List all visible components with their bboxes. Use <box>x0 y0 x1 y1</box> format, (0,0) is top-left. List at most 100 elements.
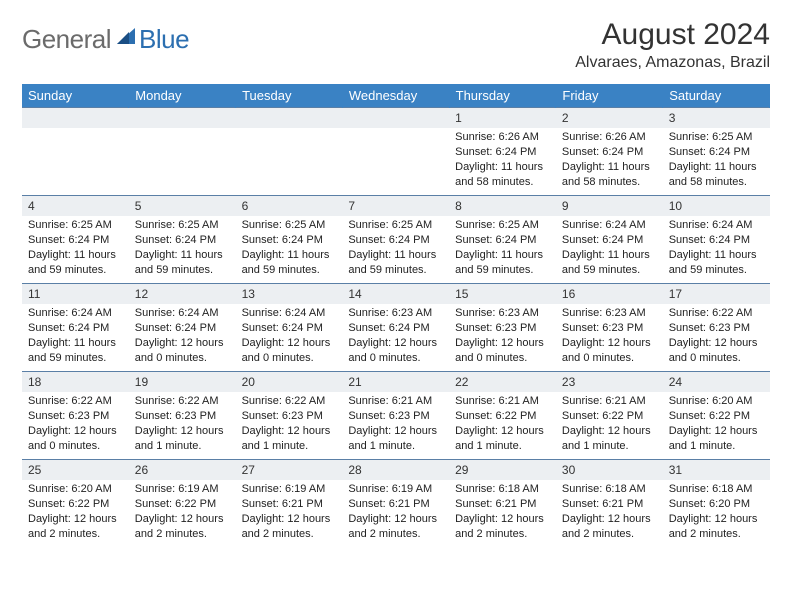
day-details: Sunrise: 6:20 AMSunset: 6:22 PMDaylight:… <box>22 480 129 545</box>
day-details: Sunrise: 6:18 AMSunset: 6:20 PMDaylight:… <box>663 480 770 545</box>
daylight-text: Daylight: 12 hours and 1 minute. <box>562 424 657 454</box>
day-cell: 20Sunrise: 6:22 AMSunset: 6:23 PMDayligh… <box>236 372 343 460</box>
logo: General Blue <box>22 18 189 55</box>
day-details: Sunrise: 6:22 AMSunset: 6:23 PMDaylight:… <box>129 392 236 457</box>
day-cell: 2Sunrise: 6:26 AMSunset: 6:24 PMDaylight… <box>556 108 663 196</box>
sunset-text: Sunset: 6:22 PM <box>455 409 550 424</box>
day-cell: 21Sunrise: 6:21 AMSunset: 6:23 PMDayligh… <box>342 372 449 460</box>
daylight-text: Daylight: 11 hours and 59 minutes. <box>348 248 443 278</box>
sunrise-text: Sunrise: 6:21 AM <box>348 394 443 409</box>
day-cell: 4Sunrise: 6:25 AMSunset: 6:24 PMDaylight… <box>22 196 129 284</box>
daylight-text: Daylight: 11 hours and 59 minutes. <box>669 248 764 278</box>
day-details: Sunrise: 6:22 AMSunset: 6:23 PMDaylight:… <box>663 304 770 369</box>
sunrise-text: Sunrise: 6:22 AM <box>28 394 123 409</box>
day-cell: 14Sunrise: 6:23 AMSunset: 6:24 PMDayligh… <box>342 284 449 372</box>
daylight-text: Daylight: 11 hours and 59 minutes. <box>28 336 123 366</box>
sunset-text: Sunset: 6:23 PM <box>135 409 230 424</box>
day-cell: 8Sunrise: 6:25 AMSunset: 6:24 PMDaylight… <box>449 196 556 284</box>
sunrise-text: Sunrise: 6:21 AM <box>455 394 550 409</box>
sunset-text: Sunset: 6:24 PM <box>669 145 764 160</box>
day-cell: 13Sunrise: 6:24 AMSunset: 6:24 PMDayligh… <box>236 284 343 372</box>
day-number: 13 <box>236 284 343 304</box>
day-number: 12 <box>129 284 236 304</box>
day-details: Sunrise: 6:25 AMSunset: 6:24 PMDaylight:… <box>129 216 236 281</box>
day-cell: 30Sunrise: 6:18 AMSunset: 6:21 PMDayligh… <box>556 460 663 548</box>
sunset-text: Sunset: 6:22 PM <box>669 409 764 424</box>
day-details: Sunrise: 6:24 AMSunset: 6:24 PMDaylight:… <box>556 216 663 281</box>
sunset-text: Sunset: 6:23 PM <box>562 321 657 336</box>
sunset-text: Sunset: 6:24 PM <box>135 233 230 248</box>
day-number: 10 <box>663 196 770 216</box>
daylight-text: Daylight: 12 hours and 1 minute. <box>348 424 443 454</box>
sunrise-text: Sunrise: 6:20 AM <box>669 394 764 409</box>
day-number: 16 <box>556 284 663 304</box>
daylight-text: Daylight: 12 hours and 0 minutes. <box>669 336 764 366</box>
daylight-text: Daylight: 12 hours and 1 minute. <box>242 424 337 454</box>
day-header: Sunday <box>22 84 129 108</box>
day-number: 19 <box>129 372 236 392</box>
day-number <box>22 108 129 128</box>
day-number: 22 <box>449 372 556 392</box>
sunrise-text: Sunrise: 6:20 AM <box>28 482 123 497</box>
daylight-text: Daylight: 12 hours and 2 minutes. <box>135 512 230 542</box>
day-cell: 18Sunrise: 6:22 AMSunset: 6:23 PMDayligh… <box>22 372 129 460</box>
daylight-text: Daylight: 11 hours and 58 minutes. <box>455 160 550 190</box>
day-number: 26 <box>129 460 236 480</box>
month-title: August 2024 <box>575 18 770 52</box>
day-header: Tuesday <box>236 84 343 108</box>
day-cell: 22Sunrise: 6:21 AMSunset: 6:22 PMDayligh… <box>449 372 556 460</box>
day-number: 1 <box>449 108 556 128</box>
day-number: 8 <box>449 196 556 216</box>
sunset-text: Sunset: 6:24 PM <box>455 145 550 160</box>
day-cell: 11Sunrise: 6:24 AMSunset: 6:24 PMDayligh… <box>22 284 129 372</box>
day-cell <box>342 108 449 196</box>
day-cell: 31Sunrise: 6:18 AMSunset: 6:20 PMDayligh… <box>663 460 770 548</box>
week-row: 1Sunrise: 6:26 AMSunset: 6:24 PMDaylight… <box>22 108 770 196</box>
sunset-text: Sunset: 6:24 PM <box>242 233 337 248</box>
day-number: 31 <box>663 460 770 480</box>
day-number: 17 <box>663 284 770 304</box>
sunrise-text: Sunrise: 6:25 AM <box>669 130 764 145</box>
sunrise-text: Sunrise: 6:19 AM <box>348 482 443 497</box>
logo-text-gray: General <box>22 24 111 55</box>
daylight-text: Daylight: 12 hours and 0 minutes. <box>348 336 443 366</box>
sunrise-text: Sunrise: 6:24 AM <box>242 306 337 321</box>
day-details: Sunrise: 6:18 AMSunset: 6:21 PMDaylight:… <box>449 480 556 545</box>
calendar-table: Sunday Monday Tuesday Wednesday Thursday… <box>22 84 770 548</box>
day-number: 23 <box>556 372 663 392</box>
day-cell: 28Sunrise: 6:19 AMSunset: 6:21 PMDayligh… <box>342 460 449 548</box>
daylight-text: Daylight: 11 hours and 59 minutes. <box>28 248 123 278</box>
day-details: Sunrise: 6:23 AMSunset: 6:24 PMDaylight:… <box>342 304 449 369</box>
daylight-text: Daylight: 12 hours and 2 minutes. <box>242 512 337 542</box>
sunset-text: Sunset: 6:24 PM <box>348 321 443 336</box>
week-row: 25Sunrise: 6:20 AMSunset: 6:22 PMDayligh… <box>22 460 770 548</box>
sunrise-text: Sunrise: 6:23 AM <box>562 306 657 321</box>
day-details: Sunrise: 6:24 AMSunset: 6:24 PMDaylight:… <box>663 216 770 281</box>
day-number: 25 <box>22 460 129 480</box>
day-details: Sunrise: 6:19 AMSunset: 6:21 PMDaylight:… <box>342 480 449 545</box>
day-cell <box>236 108 343 196</box>
day-details: Sunrise: 6:25 AMSunset: 6:24 PMDaylight:… <box>236 216 343 281</box>
day-number: 6 <box>236 196 343 216</box>
week-row: 18Sunrise: 6:22 AMSunset: 6:23 PMDayligh… <box>22 372 770 460</box>
day-details: Sunrise: 6:25 AMSunset: 6:24 PMDaylight:… <box>342 216 449 281</box>
day-number: 24 <box>663 372 770 392</box>
sunrise-text: Sunrise: 6:18 AM <box>455 482 550 497</box>
day-details: Sunrise: 6:19 AMSunset: 6:21 PMDaylight:… <box>236 480 343 545</box>
title-block: August 2024 Alvaraes, Amazonas, Brazil <box>575 18 770 72</box>
day-cell: 6Sunrise: 6:25 AMSunset: 6:24 PMDaylight… <box>236 196 343 284</box>
sunrise-text: Sunrise: 6:18 AM <box>562 482 657 497</box>
sunrise-text: Sunrise: 6:25 AM <box>28 218 123 233</box>
sunrise-text: Sunrise: 6:24 AM <box>28 306 123 321</box>
daylight-text: Daylight: 12 hours and 0 minutes. <box>455 336 550 366</box>
day-details: Sunrise: 6:25 AMSunset: 6:24 PMDaylight:… <box>663 128 770 193</box>
day-number: 18 <box>22 372 129 392</box>
day-cell: 19Sunrise: 6:22 AMSunset: 6:23 PMDayligh… <box>129 372 236 460</box>
location-subtitle: Alvaraes, Amazonas, Brazil <box>575 54 770 72</box>
logo-sail-icon <box>115 26 137 53</box>
sunset-text: Sunset: 6:22 PM <box>28 497 123 512</box>
sunset-text: Sunset: 6:23 PM <box>28 409 123 424</box>
daylight-text: Daylight: 12 hours and 0 minutes. <box>242 336 337 366</box>
day-cell <box>129 108 236 196</box>
day-number: 7 <box>342 196 449 216</box>
